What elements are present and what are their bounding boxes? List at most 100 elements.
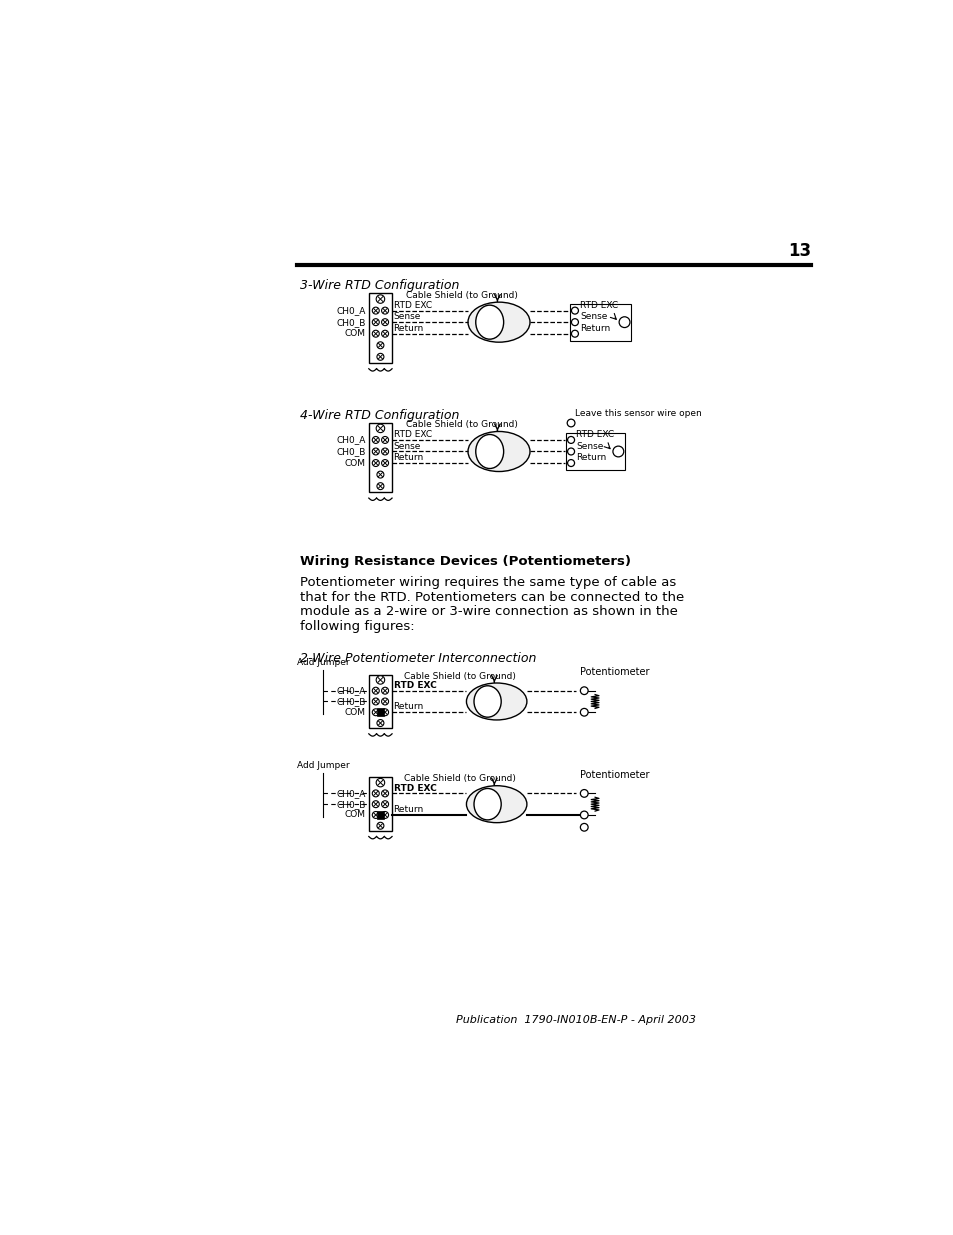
Bar <box>377 709 383 716</box>
Circle shape <box>579 709 587 716</box>
Text: CH0_A: CH0_A <box>336 436 365 445</box>
Text: Return: Return <box>576 453 606 462</box>
Text: Add Jumper: Add Jumper <box>296 761 349 769</box>
Circle shape <box>579 811 587 819</box>
Circle shape <box>376 720 383 726</box>
Text: Return: Return <box>394 805 423 814</box>
Text: Cable Shield (to Ground): Cable Shield (to Ground) <box>403 672 515 680</box>
Text: CH0_B: CH0_B <box>336 697 365 706</box>
Ellipse shape <box>476 435 503 468</box>
Text: RTD EXC: RTD EXC <box>394 680 436 690</box>
Circle shape <box>571 330 578 337</box>
Text: RTD EXC: RTD EXC <box>576 430 614 440</box>
Text: Sense: Sense <box>579 312 607 321</box>
Circle shape <box>618 316 629 327</box>
Text: COM: COM <box>344 708 365 716</box>
Circle shape <box>372 811 379 819</box>
Text: CH0_A: CH0_A <box>336 789 365 798</box>
Text: CH0_B: CH0_B <box>336 800 365 809</box>
Circle shape <box>579 687 587 694</box>
Text: Cable Shield (to Ground): Cable Shield (to Ground) <box>406 290 517 300</box>
Circle shape <box>567 419 575 427</box>
Text: Return: Return <box>394 324 423 333</box>
Circle shape <box>381 448 388 454</box>
Text: 4-Wire RTD Configuration: 4-Wire RTD Configuration <box>299 409 458 422</box>
Text: CH0_B: CH0_B <box>336 447 365 456</box>
Ellipse shape <box>476 305 503 340</box>
Text: Add Jumper: Add Jumper <box>296 658 349 667</box>
Circle shape <box>372 308 379 314</box>
Circle shape <box>612 446 623 457</box>
Circle shape <box>381 459 388 467</box>
Bar <box>369 422 392 492</box>
Circle shape <box>381 330 388 337</box>
Circle shape <box>567 448 574 454</box>
Text: module as a 2-wire or 3-wire connection as shown in the: module as a 2-wire or 3-wire connection … <box>299 605 677 619</box>
Bar <box>369 777 392 831</box>
Circle shape <box>375 424 384 432</box>
Circle shape <box>571 308 578 314</box>
Text: Potentiometer: Potentiometer <box>579 769 649 779</box>
Circle shape <box>372 698 379 705</box>
Text: Sense: Sense <box>576 442 603 451</box>
Circle shape <box>372 436 379 443</box>
Circle shape <box>372 790 379 797</box>
Bar <box>566 433 624 471</box>
Circle shape <box>376 353 383 361</box>
Ellipse shape <box>474 685 500 718</box>
Text: CH0_A: CH0_A <box>336 306 365 315</box>
Text: Publication  1790-IN010B-EN-P - April 2003: Publication 1790-IN010B-EN-P - April 200… <box>456 1015 696 1025</box>
Text: Leave this sensor wire open: Leave this sensor wire open <box>575 409 701 417</box>
Text: Sense: Sense <box>394 312 420 321</box>
Text: Return: Return <box>394 453 423 462</box>
Ellipse shape <box>466 785 526 823</box>
Text: CH0_A: CH0_A <box>336 687 365 695</box>
Text: RTD EXC: RTD EXC <box>394 301 432 310</box>
Text: RTD EXC: RTD EXC <box>579 301 618 310</box>
Circle shape <box>567 459 574 467</box>
Circle shape <box>381 790 388 797</box>
Circle shape <box>567 436 574 443</box>
Circle shape <box>579 824 587 831</box>
Circle shape <box>571 319 578 326</box>
Circle shape <box>375 676 384 684</box>
Text: Wiring Resistance Devices (Potentiometers): Wiring Resistance Devices (Potentiometer… <box>299 556 630 568</box>
Text: Sense: Sense <box>394 442 420 451</box>
Circle shape <box>372 687 379 694</box>
Circle shape <box>376 823 383 829</box>
Circle shape <box>381 319 388 326</box>
Circle shape <box>375 295 384 304</box>
Text: COM: COM <box>344 458 365 468</box>
Circle shape <box>381 687 388 694</box>
Bar <box>369 293 392 363</box>
Circle shape <box>372 448 379 454</box>
Text: that for the RTD. Potentiometers can be connected to the: that for the RTD. Potentiometers can be … <box>299 590 683 604</box>
Text: RTD EXC: RTD EXC <box>394 430 432 440</box>
Circle shape <box>376 342 383 348</box>
Circle shape <box>381 709 388 716</box>
Circle shape <box>376 471 383 478</box>
Bar <box>570 304 630 341</box>
Text: COM: COM <box>344 810 365 820</box>
Circle shape <box>381 698 388 705</box>
Circle shape <box>372 709 379 716</box>
Text: 3-Wire RTD Configuration: 3-Wire RTD Configuration <box>299 279 458 293</box>
Ellipse shape <box>474 788 500 820</box>
Circle shape <box>375 778 384 787</box>
Circle shape <box>372 800 379 808</box>
Text: Cable Shield (to Ground): Cable Shield (to Ground) <box>406 420 517 430</box>
Circle shape <box>372 459 379 467</box>
Text: Potentiometer: Potentiometer <box>579 667 649 677</box>
Ellipse shape <box>466 683 526 720</box>
Text: Return: Return <box>394 703 423 711</box>
Text: 2-Wire Potentiometer Interconnection: 2-Wire Potentiometer Interconnection <box>299 652 536 666</box>
Ellipse shape <box>468 303 530 342</box>
Text: CH0_B: CH0_B <box>336 317 365 327</box>
Circle shape <box>381 308 388 314</box>
Text: Cable Shield (to Ground): Cable Shield (to Ground) <box>403 774 515 783</box>
Circle shape <box>376 483 383 489</box>
Circle shape <box>372 330 379 337</box>
Circle shape <box>381 436 388 443</box>
Text: Potentiometer wiring requires the same type of cable as: Potentiometer wiring requires the same t… <box>299 576 676 589</box>
Ellipse shape <box>468 431 530 472</box>
